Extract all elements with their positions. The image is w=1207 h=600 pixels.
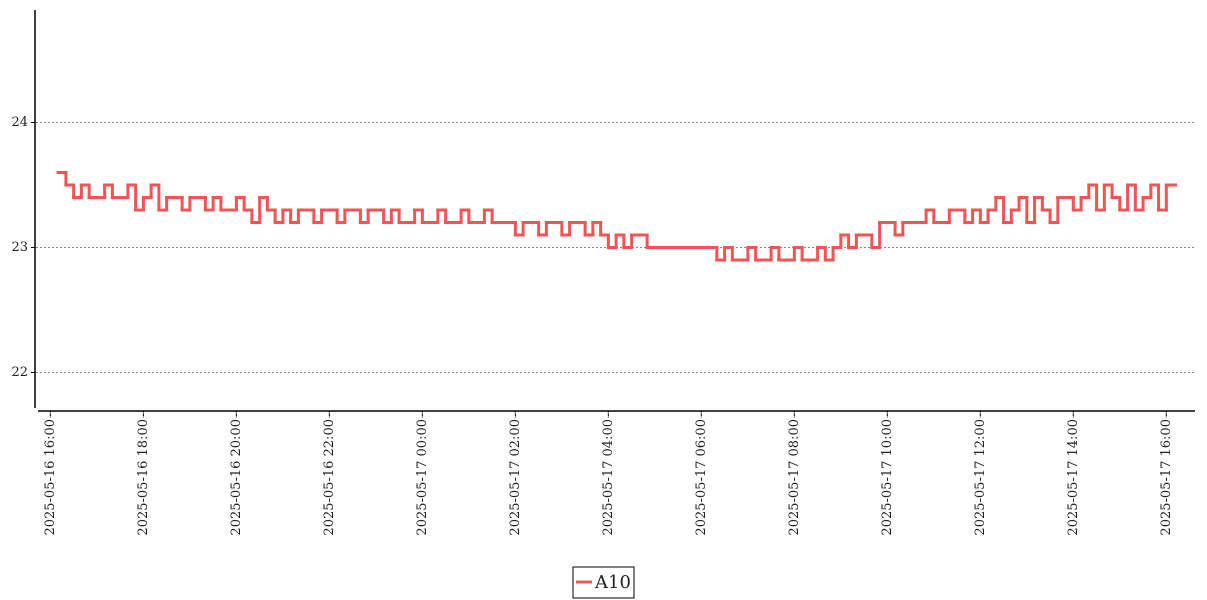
x-tick-label: 2025-05-17 02:00 [508, 419, 523, 536]
x-tick-label: 2025-05-17 14:00 [1066, 419, 1081, 536]
x-tick-label: 2025-05-16 20:00 [229, 419, 244, 536]
x-tick-label: 2025-05-17 08:00 [787, 419, 802, 536]
y-tick-label: 23 [11, 240, 28, 255]
x-tick-label: 2025-05-16 16:00 [43, 419, 58, 536]
x-tick-label: 2025-05-17 00:00 [415, 419, 430, 536]
legend: A10 [572, 566, 635, 599]
x-tick-label: 2025-05-17 04:00 [601, 419, 616, 536]
x-tick-label: 2025-05-16 22:00 [322, 419, 337, 536]
x-tick-label: 2025-05-17 16:00 [1159, 419, 1174, 536]
y-tick-label: 24 [11, 115, 28, 130]
x-tick-label: 2025-05-17 10:00 [880, 419, 895, 536]
y-tick-label: 22 [11, 365, 28, 380]
x-tick-label: 2025-05-17 12:00 [973, 419, 988, 536]
legend-label: A10 [594, 572, 631, 593]
x-tick-label: 2025-05-16 18:00 [136, 419, 151, 536]
x-tick-label: 2025-05-17 06:00 [694, 419, 709, 536]
